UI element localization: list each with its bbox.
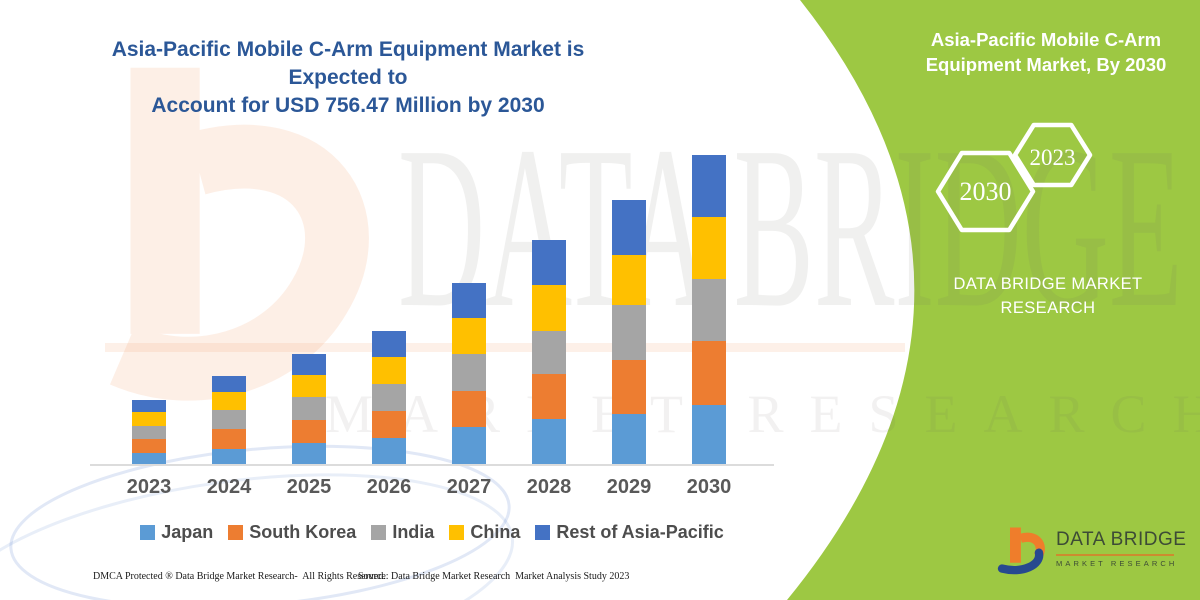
bar-segment-japan (372, 438, 406, 465)
bar-2025 (292, 354, 326, 465)
bar-segment-japan (452, 426, 486, 465)
bar-segment-south-korea (212, 429, 246, 450)
bar-segment-india (692, 279, 726, 342)
legend-swatch (371, 525, 387, 540)
logo-sub-label: MARKET RESEARCH (1056, 559, 1178, 568)
side-panel-title: Asia-Pacific Mobile C-Arm Equipment Mark… (900, 27, 1192, 77)
bar-2027 (452, 282, 486, 465)
legend-swatch (535, 525, 551, 540)
bar-segment-japan (612, 414, 646, 465)
bar-segment-india (532, 330, 566, 374)
x-axis-label-2028: 2028 (526, 476, 572, 498)
bar-segment-south-korea (612, 359, 646, 415)
footer-copyright: DMCA Protected ® Data Bridge Market Rese… (93, 571, 386, 582)
hexagon-2023 (1012, 122, 1093, 188)
bar-segment-rest-of-asia-pacific (612, 199, 646, 255)
hexagon-badges: 2030 2023 (935, 122, 1093, 233)
bar-segment-south-korea (692, 341, 726, 405)
x-axis-label-2025: 2025 (286, 476, 332, 498)
bar-2024 (212, 375, 246, 465)
legend-item-china: China (449, 522, 520, 543)
bar-2026 (372, 331, 406, 465)
legend-label: India (392, 522, 435, 542)
bar-segment-south-korea (372, 410, 406, 439)
bar-segment-rest-of-asia-pacific (452, 282, 486, 318)
bar-segment-south-korea (532, 373, 566, 420)
bar-segment-japan (532, 419, 566, 465)
side-panel-brand-line-2: RESEARCH (1000, 299, 1096, 317)
bar-segment-rest-of-asia-pacific (212, 375, 246, 392)
legend-label: Rest of Asia-Pacific (556, 522, 724, 542)
legend: Japan South Korea India China Rest of Asia-P… (90, 522, 774, 543)
bar-2030 (692, 155, 726, 465)
hexagon-2023-label: 2023 (1030, 145, 1076, 170)
bar-segment-china (692, 217, 726, 280)
bar-segment-china (212, 391, 246, 411)
legend-item-south-korea: South Korea (228, 522, 356, 543)
bar-segment-china (612, 254, 646, 305)
bar-segment-india (372, 384, 406, 411)
bar-segment-rest-of-asia-pacific (532, 240, 566, 285)
x-axis-label-2026: 2026 (366, 476, 412, 498)
bar-segment-rest-of-asia-pacific (292, 354, 326, 375)
x-axis-label-2023: 2023 (126, 476, 172, 498)
x-axis-label-2024: 2024 (206, 476, 252, 498)
side-panel-title-line-1: Asia-Pacific Mobile C-Arm (930, 29, 1162, 50)
chart-title-line-1: Asia-Pacific Mobile C-Arm Equipment Mark… (111, 38, 585, 89)
bar-segment-china (132, 411, 166, 427)
data-bridge-logo-icon (997, 527, 1045, 575)
bar-segment-south-korea (132, 439, 166, 453)
logo-brand-name: DATA BRIDGE (1056, 529, 1187, 550)
bar-segment-japan (692, 404, 726, 465)
x-axis-line (90, 464, 774, 466)
legend-item-rest-of-asia-pacific: Rest of Asia-Pacific (535, 522, 724, 543)
legend-label: Japan (161, 522, 214, 542)
bar-segment-rest-of-asia-pacific (132, 399, 166, 412)
bar-segment-india (292, 397, 326, 420)
bar-segment-india (212, 410, 246, 430)
bar-2029 (612, 199, 646, 465)
legend-label: China (470, 522, 521, 542)
bar-segment-china (452, 317, 486, 354)
legend-item-japan: Japan (140, 522, 213, 543)
side-panel-brand-line-1: DATA BRIDGE MARKET (953, 275, 1143, 293)
legend-swatch (140, 525, 156, 540)
x-axis-label-2027: 2027 (446, 476, 492, 498)
bar-segment-china (532, 284, 566, 331)
bar-segment-japan (132, 452, 166, 465)
legend-swatch (228, 525, 244, 540)
bar-segment-india (452, 353, 486, 392)
bar-segment-rest-of-asia-pacific (692, 155, 726, 218)
bar-segment-south-korea (292, 419, 326, 444)
bar-segment-south-korea (452, 391, 486, 427)
bar-segment-china (372, 356, 406, 385)
x-axis-label-2029: 2029 (606, 476, 652, 498)
hexagon-2030-label: 2030 (960, 177, 1012, 206)
bar-segment-rest-of-asia-pacific (372, 331, 406, 357)
legend-swatch (449, 525, 465, 540)
footer-source: Source: Data Bridge Market Research Mark… (358, 571, 630, 582)
x-axis-label-2030: 2030 (686, 476, 732, 498)
side-panel-brand: DATA BRIDGE MARKET RESEARCH (918, 272, 1178, 320)
logo-rule (1056, 554, 1174, 556)
side-panel-title-line-2: Equipment Market, By 2030 (925, 54, 1167, 75)
bar-segment-india (612, 304, 646, 360)
legend-label: South Korea (249, 522, 357, 542)
bar-segment-japan (212, 449, 246, 465)
hexagon-2030 (935, 150, 1036, 233)
bar-2028 (532, 240, 566, 465)
bar-segment-india (132, 426, 166, 440)
chart-title-line-2: Account for USD 756.47 Million by 2030 (151, 94, 545, 117)
chart-title: Asia-Pacific Mobile C-Arm Equipment Mark… (68, 36, 628, 120)
legend-item-india: India (371, 522, 434, 543)
bar-segment-japan (292, 443, 326, 465)
bar-2023 (132, 399, 166, 465)
data-bridge-logo-text: DATA BRIDGE MARKET RESEARCH (1056, 529, 1187, 568)
bar-segment-china (292, 374, 326, 398)
